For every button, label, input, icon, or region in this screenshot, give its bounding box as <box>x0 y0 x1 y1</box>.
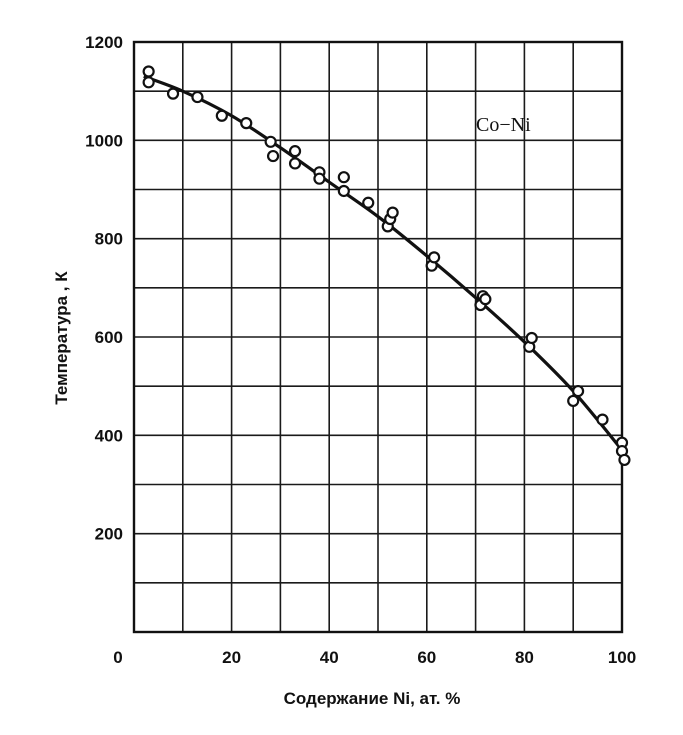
y-tick-label: 800 <box>95 230 123 249</box>
x-tick-label: 20 <box>222 648 241 667</box>
data-point <box>288 145 302 158</box>
data-point <box>215 109 228 122</box>
fit-curve-layer <box>143 74 624 452</box>
grid <box>134 42 622 632</box>
data-point <box>142 65 155 78</box>
y-tick-label: 600 <box>95 328 123 347</box>
y-tick-labels: 200 400 600 800 1000 1200 <box>85 33 123 544</box>
data-point <box>525 331 538 345</box>
data-point <box>428 251 441 264</box>
data-point <box>337 184 350 198</box>
y-tick-label: 1200 <box>85 33 123 52</box>
data-point <box>479 293 492 306</box>
chart-annotation: Co−Ni <box>476 114 531 136</box>
data-point <box>596 413 609 426</box>
x-axis-label: Содержание Ni, ат. % <box>284 689 461 708</box>
data-point <box>288 157 302 170</box>
fit-curve <box>143 74 624 452</box>
data-point <box>240 117 253 130</box>
y-axis-label: Температура , К <box>52 271 71 405</box>
data-point <box>362 196 375 209</box>
data-point <box>618 453 631 467</box>
data-point <box>337 171 350 184</box>
data-point <box>386 206 399 219</box>
data-point <box>191 90 204 104</box>
x-tick-label: 40 <box>320 648 339 667</box>
x-tick-label: 80 <box>515 648 534 667</box>
data-point <box>266 149 280 163</box>
y-tick-label: 1000 <box>85 131 123 150</box>
data-points <box>142 65 631 467</box>
x-tick-labels: 0 20 40 60 80 100 <box>113 648 636 667</box>
y-tick-label: 400 <box>95 426 123 445</box>
x-tick-label: 60 <box>417 648 436 667</box>
plot-frame <box>132 40 624 634</box>
data-point <box>567 394 580 408</box>
x-tick-label: 0 <box>113 648 122 667</box>
y-tick-label: 200 <box>95 525 123 544</box>
data-point <box>166 87 180 100</box>
x-tick-label: 100 <box>608 648 636 667</box>
data-point <box>142 76 155 89</box>
data-point <box>571 384 585 398</box>
data-point <box>313 172 326 185</box>
data-point <box>264 135 277 148</box>
